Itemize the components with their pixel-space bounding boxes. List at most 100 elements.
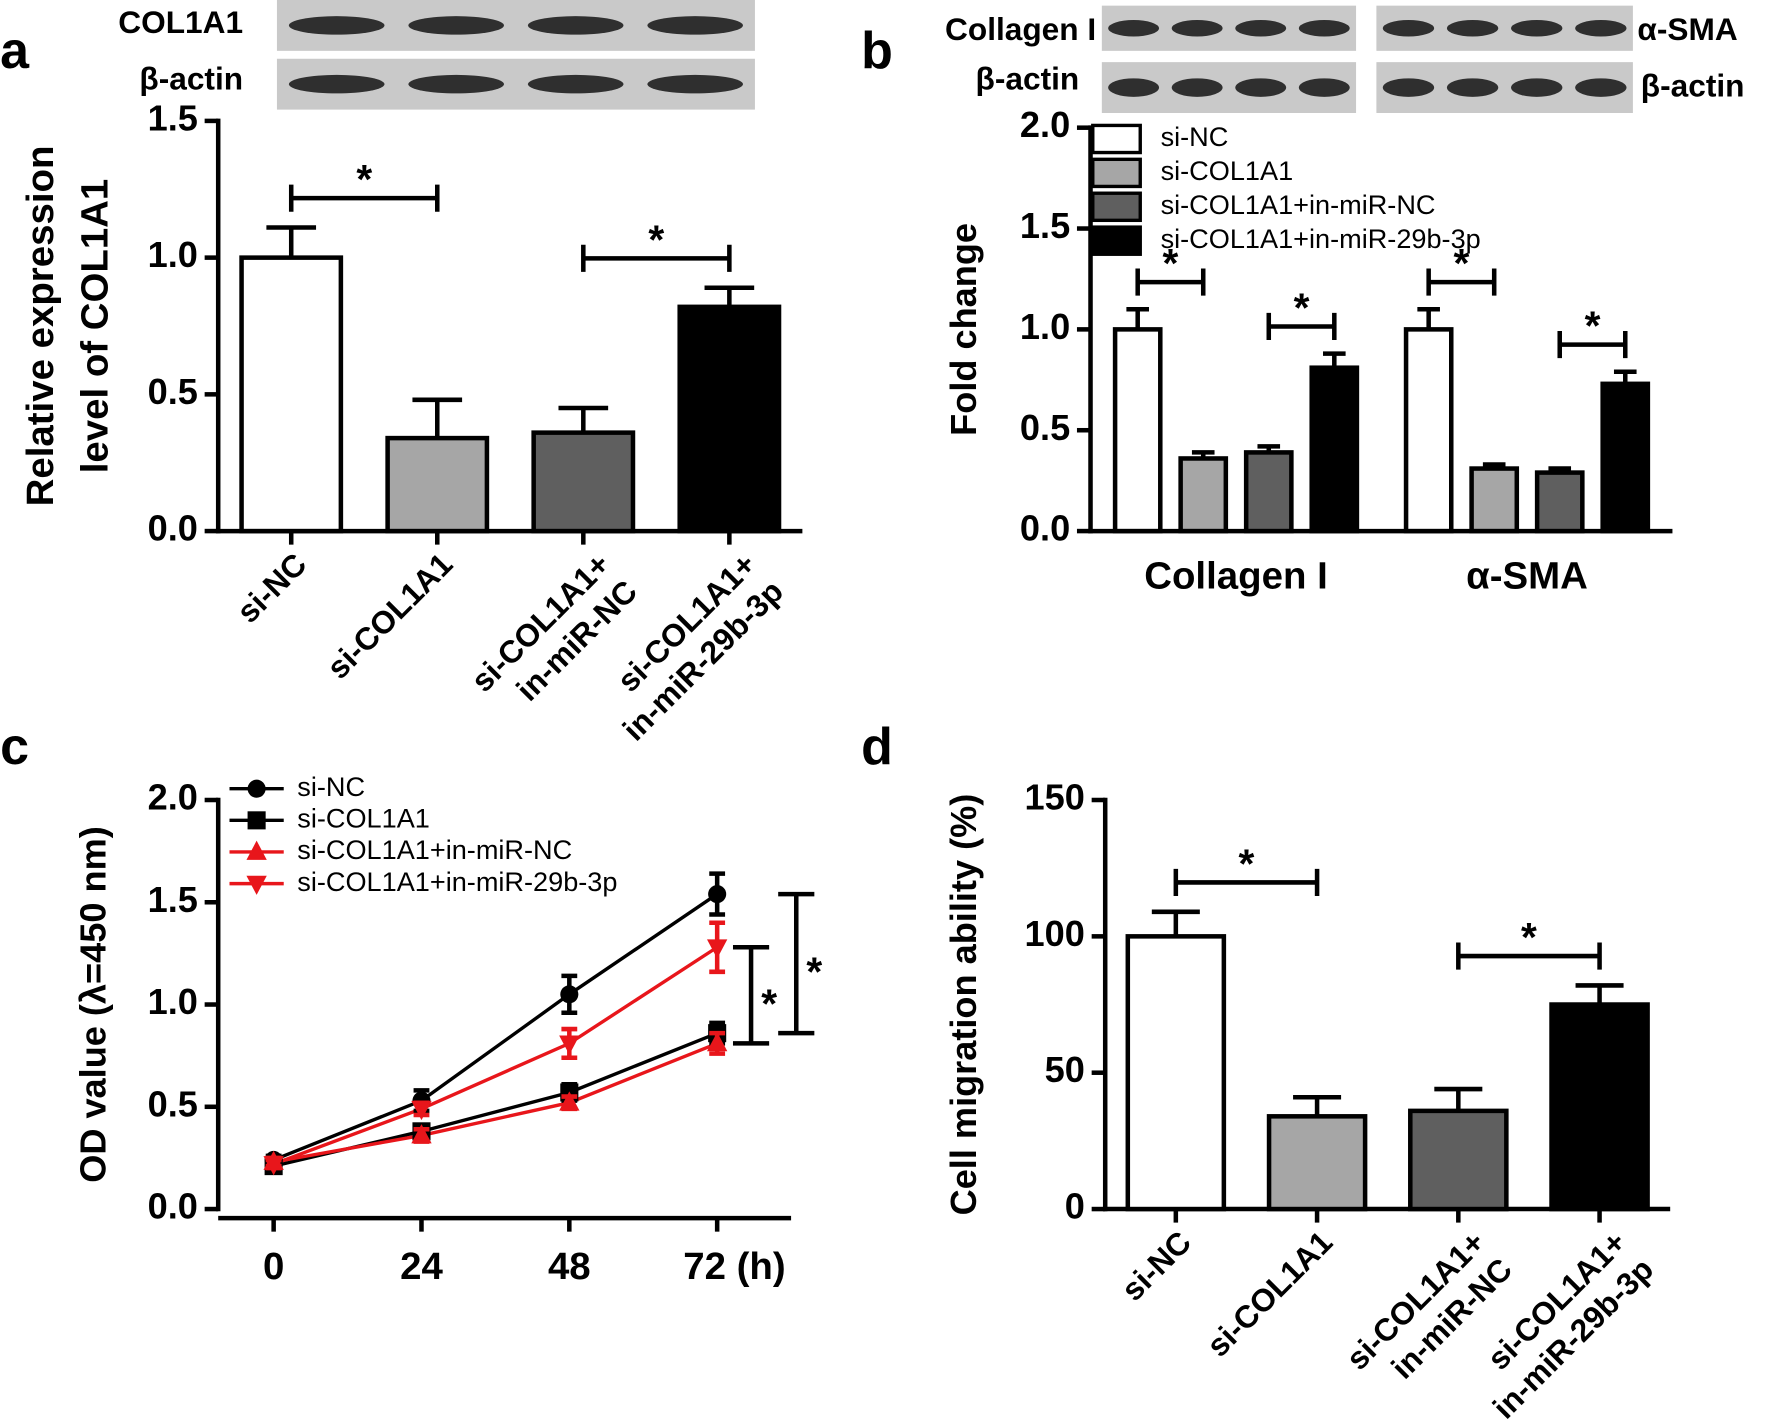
panel-letter: a: [0, 22, 30, 80]
marker: [559, 1035, 580, 1055]
legend-label: si-NC: [1161, 121, 1229, 152]
x-tick-label: si-NC: [230, 546, 314, 630]
error-bar: [1548, 466, 1572, 473]
blot-band: [1108, 78, 1160, 97]
blot-band: [1298, 78, 1350, 97]
error-bar: [1323, 351, 1346, 368]
blot-band: [1171, 20, 1223, 37]
y-tick-label: 2.0: [148, 777, 198, 818]
blot-label: β-actin: [1641, 67, 1745, 103]
y-axis-label: OD value (λ=450 nm): [73, 826, 114, 1183]
y-tick-label: 150: [1025, 777, 1085, 818]
significance-label: *: [761, 980, 777, 1026]
y-axis-label: Relative expression: [19, 146, 62, 507]
blot-band: [1235, 20, 1287, 37]
legend-label: si-NC: [297, 771, 365, 802]
error-bar: [1151, 909, 1200, 937]
x-tick-label: 72 (h): [683, 1245, 785, 1288]
panel-letter: b: [861, 22, 893, 80]
bar: [1469, 466, 1520, 534]
y-tick-label: 0.0: [1020, 508, 1070, 549]
error-bar: [1257, 444, 1281, 453]
blot-band: [527, 16, 624, 35]
y-tick-label: 100: [1025, 913, 1085, 954]
y-tick-label: 0.5: [148, 1083, 198, 1124]
legend-label: si-COL1A1+in-miR-29b-3p: [1161, 223, 1481, 254]
marker: [411, 1124, 432, 1144]
error-bar: [1293, 1094, 1342, 1117]
x-tick-label: Collagen I: [1144, 555, 1328, 598]
error-bar: [266, 225, 317, 258]
legend-label: si-COL1A1: [1161, 155, 1294, 186]
y-tick-label: 0.5: [1020, 407, 1070, 448]
line: [273, 892, 719, 1162]
blot-band: [1446, 20, 1499, 37]
blot-label: β-actin: [976, 61, 1080, 97]
line: [273, 1041, 718, 1164]
blot-band: [1575, 20, 1627, 37]
y-tick-label: 1.5: [148, 879, 198, 920]
significance-bracket: [1456, 942, 1602, 970]
blot-label: β-actin: [139, 61, 243, 97]
bar: [1549, 1002, 1650, 1212]
x-tick-label: 24: [400, 1245, 443, 1288]
legend-label: si-COL1A1+in-miR-29b-3p: [297, 866, 617, 897]
blot-band: [1382, 78, 1435, 97]
bar: [1243, 450, 1294, 534]
significance-bracket: [732, 945, 770, 1046]
error-bar: [558, 405, 609, 433]
line: [273, 1031, 718, 1168]
legend-label: si-COL1A1+in-miR-NC: [1161, 189, 1436, 220]
blot-band: [1511, 78, 1563, 97]
marker: [560, 985, 579, 1004]
error-bar: [704, 285, 755, 307]
marker: [706, 939, 728, 959]
significance-label: *: [1585, 303, 1601, 349]
significance-bracket: [1135, 268, 1206, 296]
significance-label: *: [806, 949, 822, 995]
y-tick-label: 1.0: [1020, 306, 1070, 347]
blot-band: [288, 74, 385, 94]
marker: [247, 811, 266, 830]
error-bar: [1126, 306, 1149, 330]
y-tick-label: 0.5: [148, 371, 198, 412]
y-tick-label: 2.0: [1020, 104, 1070, 145]
marker: [246, 875, 267, 895]
bar: [677, 304, 782, 534]
error-bar: [1191, 450, 1215, 459]
significance-bracket: [1173, 868, 1320, 896]
blot-band: [408, 74, 504, 94]
x-tick-label: si-COL1A1: [320, 546, 460, 686]
bar: [1178, 456, 1229, 534]
significance-label: *: [648, 216, 664, 262]
error-bar: [412, 397, 463, 439]
legend-label: si-COL1A1: [297, 803, 430, 834]
bar: [1309, 365, 1360, 534]
error-bar: [1417, 306, 1440, 330]
marker: [263, 1156, 284, 1176]
bar: [1534, 470, 1585, 534]
blot-band: [1108, 20, 1160, 37]
significance-bracket: [1266, 312, 1337, 341]
error-bar: [1613, 369, 1637, 384]
x-tick-label: 48: [548, 1245, 591, 1288]
bar: [239, 255, 344, 534]
marker: [247, 779, 266, 798]
blot-band: [1446, 78, 1499, 97]
bar: [531, 430, 636, 534]
blot-label: α-SMA: [1637, 11, 1737, 47]
y-axis-label: level of COL1A1: [73, 179, 116, 474]
bar: [1408, 1108, 1509, 1212]
legend-swatch: [1091, 225, 1142, 256]
panel-letter: d: [861, 718, 893, 776]
y-tick-label: 1.0: [148, 234, 198, 275]
significance-bracket: [288, 184, 440, 212]
significance-label: *: [1163, 240, 1179, 286]
bar: [1600, 381, 1651, 534]
x-tick-label: 0: [263, 1245, 284, 1288]
blot-band: [1171, 78, 1223, 97]
panel-letter: c: [0, 718, 29, 776]
significance-bracket: [581, 244, 732, 272]
blot-band: [1298, 20, 1350, 37]
